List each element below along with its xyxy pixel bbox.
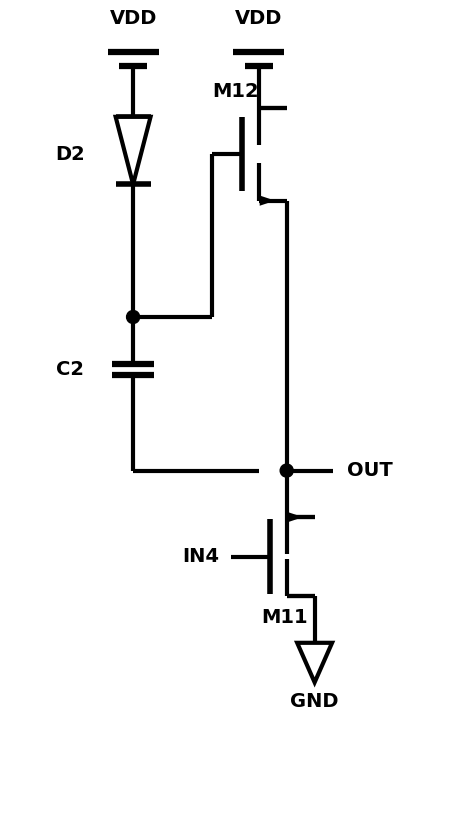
Polygon shape (297, 643, 332, 682)
Text: OUT: OUT (347, 461, 393, 480)
Circle shape (127, 310, 139, 323)
Circle shape (280, 464, 293, 477)
Text: VDD: VDD (235, 10, 283, 29)
Text: IN4: IN4 (182, 548, 219, 566)
Text: D2: D2 (56, 144, 85, 163)
Polygon shape (260, 196, 275, 206)
Text: M11: M11 (261, 608, 308, 627)
Text: VDD: VDD (109, 10, 157, 29)
Text: M12: M12 (212, 82, 259, 100)
Text: GND: GND (291, 692, 339, 711)
Polygon shape (288, 512, 303, 522)
Polygon shape (116, 117, 151, 184)
Text: C2: C2 (56, 360, 84, 379)
